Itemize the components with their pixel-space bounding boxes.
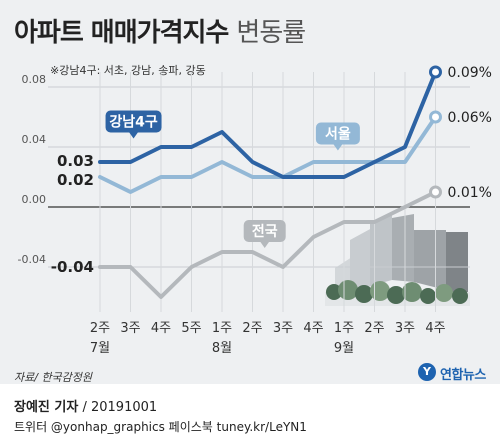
title-bold: 아파트 매매가격지수	[14, 18, 229, 48]
y-tick-label: 0.08	[22, 73, 47, 86]
source-label: 자료/ 한국감정원	[14, 371, 93, 384]
y-tick-label: -0.04	[18, 253, 46, 266]
chart-title: 아파트 매매가격지수 변동률	[14, 12, 306, 49]
yonhap-logo-text: 연합뉴스	[440, 368, 486, 383]
x-month-label: 9월	[334, 341, 354, 356]
start-value-seoul: 0.02	[57, 171, 94, 189]
x-tick-label: 3주	[273, 321, 293, 336]
x-month-label: 7월	[90, 341, 110, 356]
series-badge-label-national: 전국	[252, 223, 278, 240]
x-tick-label: 4주	[303, 321, 323, 336]
chart-panel	[0, 0, 500, 384]
end-value-gangnam: 0.09%	[448, 65, 492, 81]
x-tick-label: 2주	[364, 321, 384, 336]
series-badge-gangnam	[105, 110, 162, 133]
series-badge-seoul	[315, 122, 360, 145]
y-tick-label: 0.04	[22, 133, 47, 146]
data-point-end-national	[429, 185, 442, 199]
end-value-national: 0.01%	[448, 185, 492, 201]
series-line-seoul	[98, 115, 438, 194]
x-tick-label: 5주	[181, 321, 201, 336]
x-tick-label: 1주	[212, 321, 232, 336]
series-badge-label-gangnam: 강남4구	[109, 114, 158, 131]
start-value-gangnam: 0.03	[57, 152, 94, 170]
start-value-national: -0.04	[51, 258, 94, 276]
credit-separator: /	[82, 400, 91, 415]
series-line-gangnam	[98, 70, 438, 179]
series-badge-national	[243, 220, 286, 242]
x-tick-label: 4주	[425, 321, 445, 336]
title-light: 변동률	[236, 18, 306, 48]
credit-line: 장예진 기자 / 20191001	[14, 396, 157, 415]
social-line: 트위터 @yonhap_graphics 페이스북 tuney.kr/LeYN1	[14, 420, 307, 434]
x-month-label: 8월	[212, 341, 232, 356]
plot-layer: 0.08 0.04 0.00 -0.04 2주 3주 4주 5주 1주 2주 3주 4주 1주 2주 3주 4…	[18, 65, 492, 356]
yonhap-logo-icon: Y	[418, 363, 436, 381]
series-badge-label-seoul: 서울	[325, 126, 351, 143]
yonhap-logo: Y 연합뉴스	[418, 362, 500, 384]
credit-author: 장예진 기자	[14, 400, 79, 415]
x-tick-label: 3주	[395, 321, 415, 336]
chart-note: ※강남4구: 서초, 강남, 송파, 강동	[50, 64, 206, 77]
x-tick-label: 2주	[242, 321, 262, 336]
series-line-national	[98, 190, 438, 299]
credit-date: 20191001	[90, 400, 158, 415]
data-point-end-gangnam	[429, 65, 442, 79]
series-badge-pointer-national	[259, 241, 270, 248]
y-tick-label: 0.00	[22, 193, 47, 206]
x-tick-label: 3주	[120, 321, 140, 336]
series-badge-pointer-seoul	[332, 143, 343, 151]
data-point-end-seoul	[429, 110, 442, 124]
x-tick-label: 2주	[90, 321, 110, 336]
series-badge-pointer-gangnam	[128, 131, 139, 139]
line-chart: 0.08 0.04 0.00 -0.04 2주 3주 4주 5주 1주 2주 3주 4주 1주 2주 3주 4…	[18, 65, 492, 356]
buildings-illustration	[325, 212, 470, 306]
end-value-seoul: 0.06%	[448, 110, 492, 126]
x-tick-label: 1주	[334, 321, 354, 336]
x-tick-label: 4주	[151, 321, 171, 336]
